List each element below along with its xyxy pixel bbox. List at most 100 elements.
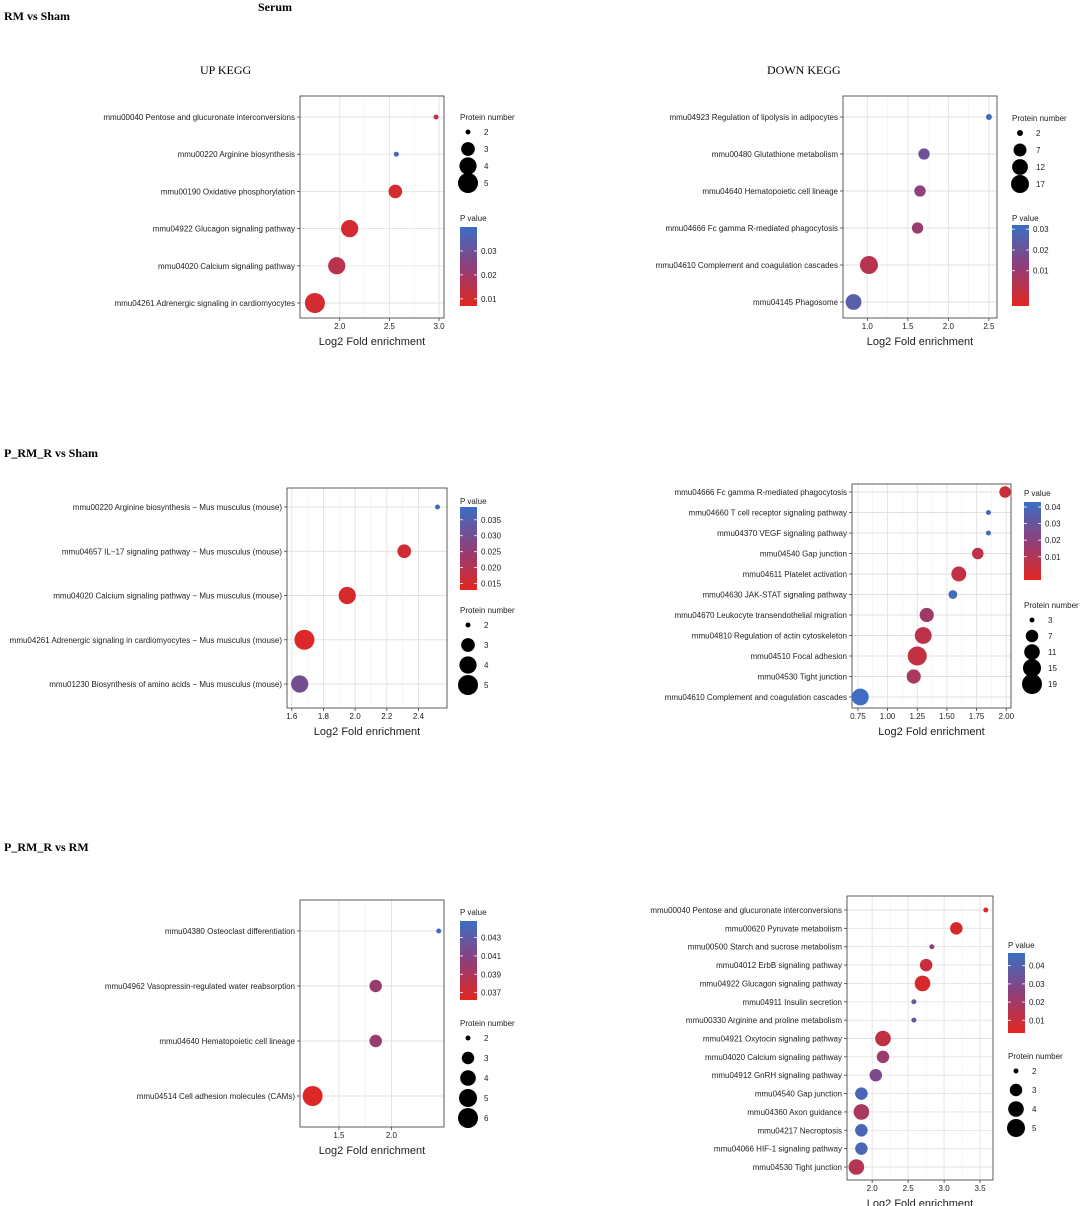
color-legend-label: 0.025 [481, 548, 502, 557]
y-tick-label: mmu04020 Calcium signaling pathway − Mus… [53, 592, 282, 601]
data-point [369, 1034, 382, 1048]
size-legend-key [1024, 644, 1040, 660]
figure-title: Serum [258, 0, 292, 14]
size-legend-key [1011, 175, 1029, 193]
color-legend-bar [1012, 225, 1029, 306]
y-tick-label: mmu04530 Tight junction [758, 673, 847, 682]
data-point [950, 922, 963, 935]
y-tick-label: mmu04912 GnRH signaling pathway [712, 1071, 842, 1080]
x-tick-label: 2.0 [334, 322, 346, 331]
x-axis-label: Log2 Fold enrichment [319, 1145, 425, 1157]
data-point [397, 544, 412, 559]
y-tick-label: mmu04217 Necroptosis [758, 1126, 842, 1135]
color-legend-label: 0.03 [1045, 520, 1061, 529]
subtitle-down-kegg: DOWN KEGG [767, 63, 841, 77]
size-legend-label: 2 [484, 1034, 489, 1043]
y-tick-label: mmu04670 Leukocyte transendothelial migr… [674, 611, 847, 620]
y-tick-label: mmu00220 Arginine biosynthesis − Mus mus… [73, 503, 283, 512]
size-legend-key [1025, 629, 1039, 643]
size-legend-label: 4 [484, 661, 489, 670]
data-point [914, 185, 926, 197]
x-tick-label: 1.0 [862, 322, 874, 331]
size-legend-key [1023, 659, 1041, 677]
x-axis-label: Log2 Fold enrichment [319, 336, 425, 348]
plot-frame [299, 95, 445, 319]
y-tick-label: mmu04923 Regulation of lipolysis in adip… [669, 113, 838, 122]
data-point [906, 669, 921, 684]
y-tick-label: mmu01230 Biosynthesis of amino acids − M… [49, 680, 282, 689]
y-tick-label: mmu04012 ErbB signaling pathway [716, 961, 842, 970]
color-legend-label: 0.043 [481, 934, 502, 943]
plot-area [287, 488, 447, 708]
plot-area [843, 96, 997, 318]
color-legend-title: P value [1024, 489, 1051, 498]
color-legend-label: 0.037 [481, 989, 502, 998]
data-point [914, 975, 931, 992]
size-legend-key [1013, 1068, 1019, 1074]
size-legend-key [459, 1089, 477, 1107]
y-tick-label: mmu00040 Pentose and glucuronate interco… [103, 113, 295, 122]
y-tick-label: mmu04610 Complement and coagulation casc… [665, 693, 847, 702]
size-legend-key [461, 638, 475, 652]
plot-area [852, 484, 1011, 708]
size-legend-title: Protein number [460, 1019, 515, 1028]
data-point [911, 1017, 917, 1023]
data-point [911, 999, 917, 1005]
color-legend-label: 0.01 [1029, 1016, 1045, 1025]
size-legend-label: 2 [1036, 129, 1041, 138]
data-point [948, 590, 958, 599]
color-legend-label: 0.035 [481, 516, 502, 525]
x-tick-label: 2.0 [867, 1184, 879, 1193]
y-tick-label: mmu04962 Vasopressin-regulated water rea… [105, 982, 295, 991]
data-point [983, 907, 989, 913]
color-legend-title: P value [460, 908, 487, 917]
section-label-prmr-vs-rm: P_RM_R vs RM [4, 840, 89, 854]
size-legend-title: Protein number [1008, 1052, 1063, 1061]
data-point [929, 944, 935, 950]
data-point [911, 222, 924, 234]
data-point [294, 629, 315, 650]
size-legend-key [461, 1051, 475, 1065]
color-legend-label: 0.03 [1029, 980, 1045, 989]
data-point [338, 586, 356, 605]
size-legend-label: 3 [1032, 1086, 1037, 1095]
y-tick-label: mmu04370 VEGF signaling pathway [717, 529, 847, 538]
data-point [869, 1068, 883, 1082]
data-point [341, 219, 359, 238]
chart-6: 2.0 2.5 3.0 3.5 mmu00040 Pentose and glucuro… [650, 895, 1063, 1206]
y-tick-label: mmu00190 Oxidative phosphorylation [161, 187, 295, 196]
subtitle-up-kegg: UP KEGG [200, 63, 252, 77]
size-legend-key [1022, 674, 1042, 694]
size-legend-key [461, 142, 475, 156]
x-tick-label: 1.50 [939, 712, 955, 721]
color-legend-label: 0.03 [481, 247, 497, 256]
size-legend-label: 5 [484, 1094, 489, 1103]
color-legend-label: 0.01 [1045, 553, 1061, 562]
data-point [433, 114, 439, 120]
y-tick-label: mmu00500 Starch and sucrose metabolism [688, 943, 843, 952]
size-legend-title: Protein number [1012, 114, 1067, 123]
plot-area [300, 96, 444, 318]
y-tick-label: mmu04911 Insulin secretion [743, 998, 842, 1007]
color-legend-label: 0.015 [481, 580, 502, 589]
color-legend-label: 0.04 [1029, 962, 1045, 971]
size-legend-title: Protein number [1024, 601, 1079, 610]
y-tick-label: mmu04666 Fc gamma R-mediated phagocytosi… [674, 488, 847, 497]
y-tick-label: mmu04922 Glucagon signaling pathway [700, 979, 842, 988]
size-legend-label: 4 [484, 162, 489, 171]
plot-frame [846, 895, 994, 1181]
size-legend-key [459, 656, 477, 674]
data-point [855, 1087, 868, 1100]
y-tick-label: mmu00040 Pentose and glucuronate interco… [650, 906, 842, 915]
size-legend-label: 11 [1048, 648, 1057, 657]
y-tick-label: mmu04660 T cell receptor signaling pathw… [689, 509, 847, 518]
size-legend-label: 2 [1032, 1067, 1037, 1076]
size-legend-label: 5 [1032, 1124, 1037, 1133]
data-point [876, 1050, 890, 1064]
size-legend-label: 3 [484, 145, 489, 154]
data-point [436, 928, 442, 934]
size-legend-label: 17 [1036, 180, 1045, 189]
y-tick-label: mmu04810 Regulation of actin cytoskeleto… [692, 632, 847, 641]
x-tick-label: 3.0 [939, 1184, 951, 1193]
data-point [999, 486, 1011, 498]
